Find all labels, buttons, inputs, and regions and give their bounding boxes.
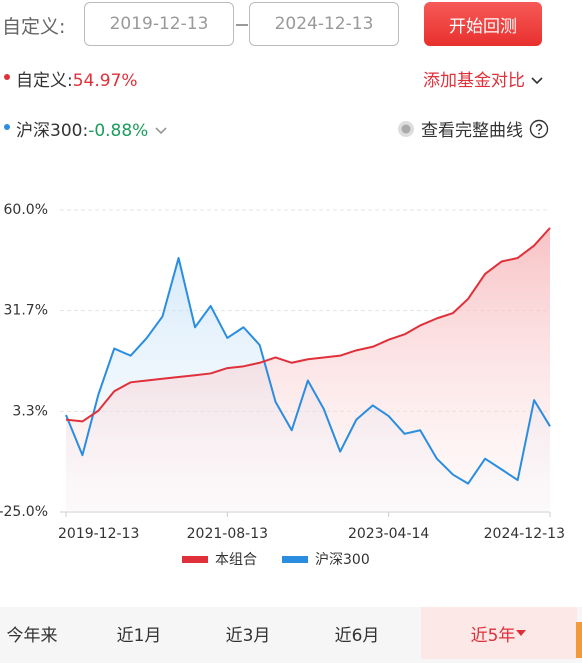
series-line <box>65 227 551 423</box>
y-tick-label: 3.3% <box>12 403 48 419</box>
legend-label: 本组合 <box>215 552 257 568</box>
tab-label: 今年来 <box>6 625 58 646</box>
legend-swatch <box>282 556 308 563</box>
add-compare-text: 添加基金对比 <box>423 71 525 91</box>
y-tick-label: -25.0% <box>0 504 48 520</box>
area-fill <box>66 227 550 513</box>
start-button[interactable]: 开始回测 <box>424 2 542 46</box>
index-value: -0.88% <box>88 121 149 141</box>
tab-label: 近1月 <box>116 625 162 646</box>
label: 自定义: <box>2 16 66 38</box>
tab[interactable]: 今年来 <box>0 607 64 659</box>
add-compare[interactable]: 添加基金对比 <box>423 66 544 91</box>
dot <box>4 124 10 130</box>
chevron <box>155 127 167 135</box>
index-name: 沪深300: <box>16 121 89 141</box>
dot <box>4 74 10 80</box>
scroll-indicator <box>576 622 582 658</box>
tab[interactable]: 近6月 <box>302 607 412 659</box>
index-row[interactable]: 沪深300:-0.88% <box>16 116 168 141</box>
x-tick-label: 2024-12-13 <box>484 526 565 542</box>
full-curve[interactable]: 查看完整曲线 <box>397 116 549 141</box>
y-tick-label: 31.7% <box>4 303 48 319</box>
tab-label: 近3月 <box>225 625 271 646</box>
series-line <box>65 256 551 485</box>
dash <box>236 24 248 26</box>
x-tick-label: 2021-08-13 <box>187 526 268 542</box>
tab-bar: 今年来 近1月 近3月 近6月 近5年 <box>0 607 582 663</box>
chart: 60.0% 31.7% 3.3% -25.0% 2019-12-13 2021-08-13… <box>0 202 565 568</box>
tab[interactable]: 近5年 <box>421 607 577 659</box>
end-date[interactable]: 2024-12-13 <box>249 2 399 46</box>
custom-name: 自定义: <box>16 71 73 91</box>
start-date[interactable]: 2019-12-13 <box>84 2 234 46</box>
tab[interactable]: 近1月 <box>84 607 194 659</box>
x-tick-label: 2019-12-13 <box>58 526 139 542</box>
full-curve-text: 查看完整曲线 <box>421 121 523 141</box>
radio <box>398 120 414 137</box>
x-tick-label: 2023-04-14 <box>348 526 429 542</box>
custom-row: 自定义:54.97% <box>16 66 138 91</box>
custom-value: 54.97% <box>72 71 138 91</box>
chevron <box>531 77 543 85</box>
legend-swatch <box>182 556 208 563</box>
help-icon <box>529 119 549 138</box>
y-tick-label: 60.0% <box>4 202 48 218</box>
dropdown-arrow <box>516 630 527 636</box>
tab-label: 近5年 <box>470 625 516 646</box>
legend-label: 沪深300 <box>315 552 370 568</box>
tab-label: 近6月 <box>334 625 380 646</box>
tab[interactable]: 近3月 <box>193 607 303 659</box>
